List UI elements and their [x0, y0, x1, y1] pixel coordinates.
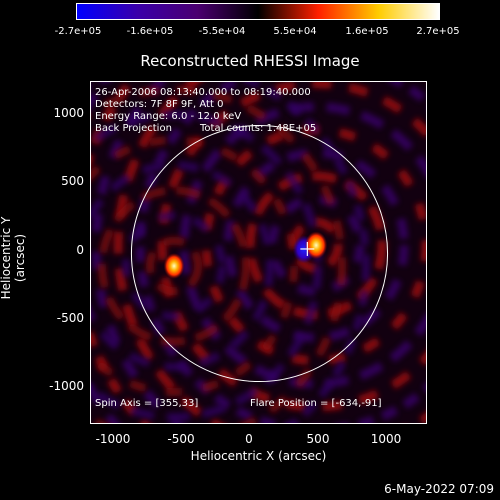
- bright-source-blob: [304, 231, 328, 260]
- flare-source-blob: [163, 252, 185, 279]
- ripple-ring: [98, 186, 251, 346]
- x-tick-label: -500: [167, 432, 195, 446]
- solar-limb: [130, 124, 389, 383]
- x-tick-label: 500: [306, 432, 330, 446]
- y-tick-label: 500: [61, 174, 84, 188]
- crosshair-icon: [300, 241, 315, 256]
- info-detectors: Detectors: 7F 8F 9F, Att 0: [95, 99, 224, 110]
- colorbar-tick-label: 2.7e+05: [416, 26, 460, 37]
- rhessi-image-plot: [90, 81, 427, 424]
- ripple-pattern: [91, 82, 426, 423]
- ripple-ring: [91, 136, 299, 396]
- ripple-ring: [157, 82, 426, 412]
- source-blobs: [163, 231, 328, 279]
- info-flare-position: Flare Position = [-634,-91]: [250, 398, 382, 409]
- ripple-ring: [91, 161, 275, 371]
- timestamp: 6-May-2022 07:09: [384, 482, 494, 496]
- x-tick-label: -1000: [95, 432, 131, 446]
- colorbar-tick-label: -2.7e+05: [54, 26, 102, 37]
- info-spin-axis: Spin Axis = [355,33]: [95, 398, 199, 409]
- ripple-ring: [91, 82, 370, 423]
- y-tick-label: -500: [56, 311, 84, 325]
- image-canvas: [91, 82, 426, 423]
- image-title: Reconstructed RHESSI Image: [140, 52, 360, 70]
- ripple-ring: [122, 211, 227, 321]
- info-counts: Total counts: 1.48E+05: [200, 123, 317, 134]
- ripple-ring: [146, 236, 203, 296]
- colorbar: [76, 3, 440, 20]
- x-tick-label: 0: [245, 432, 253, 446]
- ripple-ring: [267, 194, 365, 296]
- colorbar-tick-label: -1.6e+05: [126, 26, 174, 37]
- colorbar-tick-label: 1.6e+05: [345, 26, 389, 37]
- info-energy: Energy Range: 6.0 - 12.0 keV: [95, 111, 242, 122]
- ripple-ring: [91, 85, 346, 423]
- y-axis-label: Heliocentric Y (arcsec): [0, 216, 27, 300]
- colorbar-tick-label: -5.5e+04: [198, 26, 246, 37]
- y-tick-label: 1000: [53, 106, 84, 120]
- y-tick-label: -1000: [49, 379, 84, 393]
- x-tick-label: 1000: [370, 432, 402, 446]
- ripple-ring: [113, 82, 426, 423]
- info-method: Back Projection: [95, 123, 172, 134]
- ripple-ring: [245, 171, 387, 320]
- ripple-ring: [223, 148, 409, 343]
- ripple-ring: [91, 110, 322, 422]
- y-tick-label: 0: [76, 243, 84, 257]
- info-time-range: 26-Apr-2006 08:13:40.000 to 08:19:40.000: [95, 87, 311, 98]
- x-axis-label: Heliocentric X (arcsec): [190, 449, 327, 463]
- colorbar-tick-label: 5.5e+04: [273, 26, 317, 37]
